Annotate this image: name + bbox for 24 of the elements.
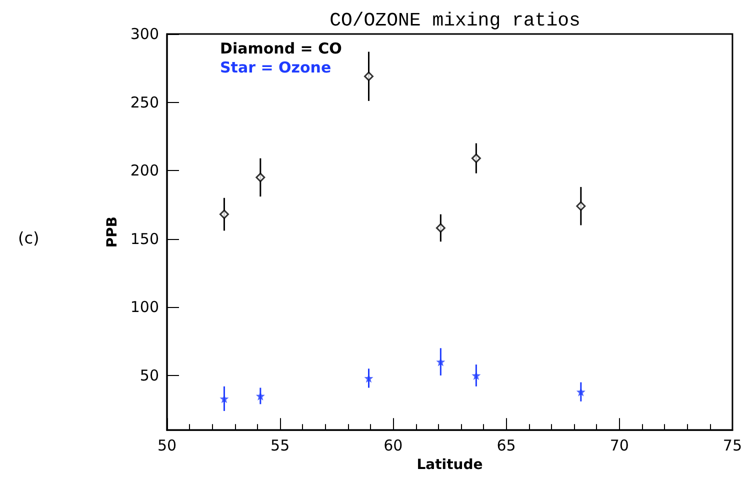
x-tick-label: 75 xyxy=(722,436,742,455)
y-tick-label: 150 xyxy=(130,230,159,248)
x-tick-label: 60 xyxy=(384,436,403,455)
series-label: Diamond = CO xyxy=(220,40,342,58)
point xyxy=(471,154,481,164)
text: Star = Ozone xyxy=(220,58,332,76)
y-axis-title: PPB xyxy=(104,216,120,248)
x-tick-label: 65 xyxy=(496,436,516,455)
point xyxy=(576,201,586,211)
chart-title: CO/OZONE mixing ratios xyxy=(330,10,580,32)
point xyxy=(364,72,374,82)
x-tick-label: 50 xyxy=(157,436,177,455)
y-tick-label: 300 xyxy=(130,25,159,43)
y-tick-label: 250 xyxy=(130,93,159,112)
y-tick-label: 200 xyxy=(130,162,159,180)
text: (c) xyxy=(18,228,40,248)
y-tick-label: 50 xyxy=(140,366,159,384)
point xyxy=(219,210,229,220)
point xyxy=(436,223,446,233)
y-tick-label: 100 xyxy=(130,298,159,316)
x-tick-label: 55 xyxy=(270,436,290,455)
point xyxy=(256,172,266,182)
x-axis-title: Latitude xyxy=(416,457,483,473)
x-tick-label: 70 xyxy=(610,436,629,455)
